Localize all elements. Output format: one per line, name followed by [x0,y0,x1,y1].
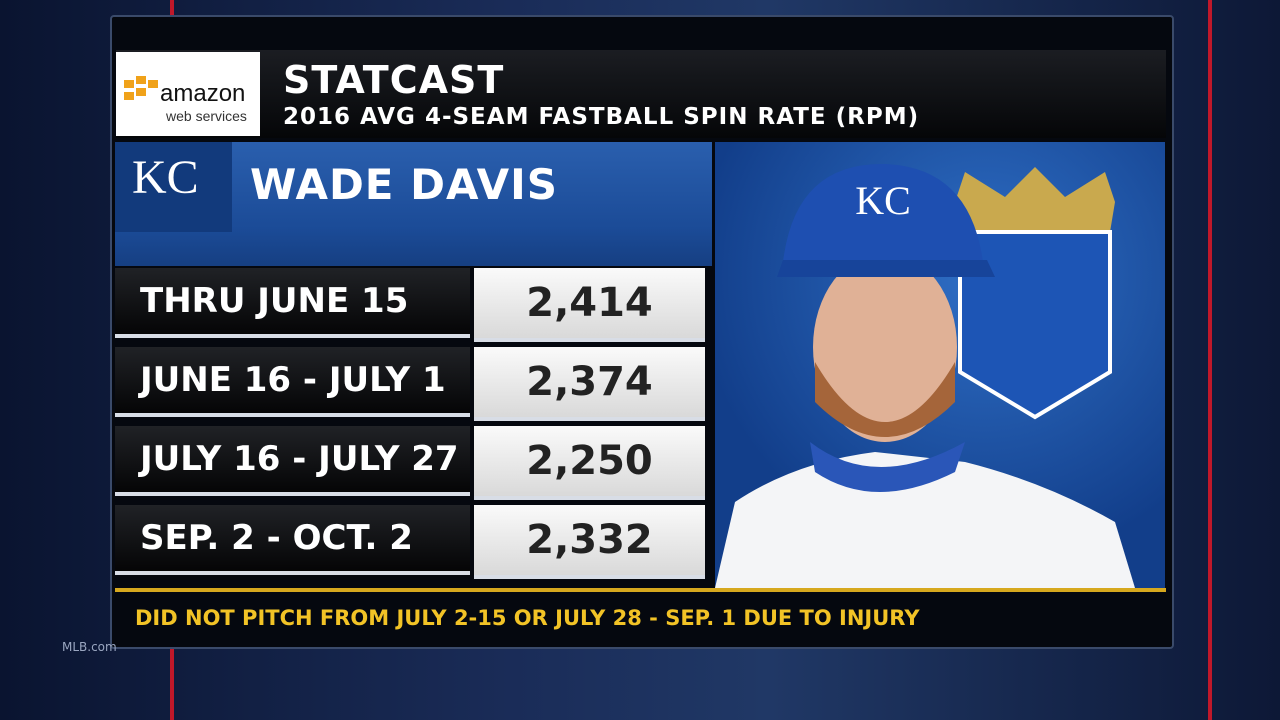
team-logo-box [115,142,232,232]
cap-logo: KC [855,178,911,223]
stripe [1208,0,1212,720]
row-value: 2,374 [474,347,705,421]
row-label: SEP. 2 - OCT. 2 [115,505,470,575]
header-bar [116,50,1166,138]
team-logo: KC [132,151,199,204]
row-label: THRU JUNE 15 [115,268,470,338]
watermark: MLB.com [62,640,117,654]
footnote: DID NOT PITCH FROM JULY 2-15 OR JULY 28 … [135,606,920,630]
row-value: 2,250 [474,426,705,500]
player-photo: KC [715,142,1165,588]
row-label: JUNE 16 - JULY 1 [115,347,470,417]
logo-brand: amazon [160,80,246,107]
row-label: JULY 16 - JULY 27 [115,426,470,496]
logo-sub: web services [166,108,247,124]
row-value: 2,332 [474,505,705,579]
footnote-rule [115,588,1166,592]
subtitle: 2016 AVG 4-SEAM FASTBALL SPIN RATE (RPM) [283,104,920,130]
logo-icon [124,76,158,100]
photo-art: KC [715,163,1135,588]
player-name: WADE DAVIS [250,160,559,209]
title: STATCAST [283,58,505,102]
row-value: 2,414 [474,268,705,342]
sponsor-logo [116,52,260,136]
